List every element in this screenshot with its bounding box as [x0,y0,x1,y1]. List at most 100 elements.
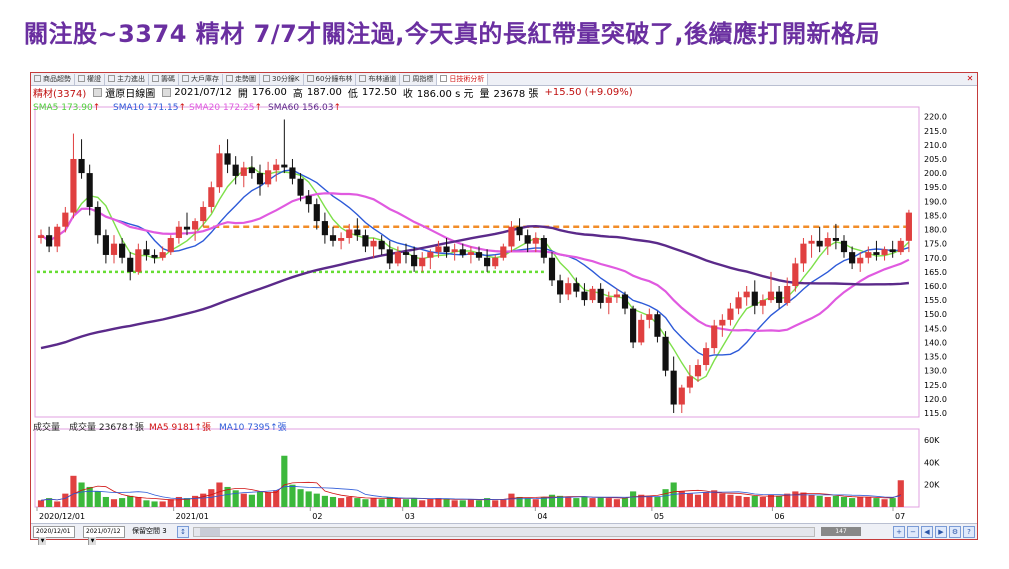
chart-mode-icon[interactable] [93,88,103,97]
volume-bar [451,500,458,507]
candle-body [467,252,474,255]
tab-6[interactable]: 30分鐘K [260,73,304,85]
volume-bar [127,495,134,507]
volume-bar [143,500,150,507]
open-label: 開 [237,89,248,100]
candle-body [102,235,109,255]
candle-body [694,365,702,377]
volume-value: 23678 張 [493,89,539,100]
volume-bar [362,499,369,507]
volume-label-0: 成交量 [33,423,61,433]
candle-body [281,164,288,168]
tab-label: 商品超勢 [43,74,71,83]
volume-tick-label: 40K [924,458,940,467]
bar-count: 147 [821,527,861,536]
candle-body [256,173,264,185]
open-value: 176.00 [251,87,287,98]
from-date-select[interactable]: 2020/12/01▼ [33,526,75,545]
tab-5[interactable]: 走勢圖 [223,73,260,85]
volume-bar [265,492,272,507]
volume-bar [873,498,880,507]
volume-bar [670,482,677,507]
zoom-out-icon[interactable]: − [907,526,919,538]
keep-space-stepper-icon[interactable]: ↕ [177,526,189,538]
candle-body [143,249,150,255]
candle-body [362,235,369,247]
volume-bar [167,499,174,507]
volume-bar [776,495,783,507]
volume-bar [94,491,101,507]
candle-body [419,257,426,267]
candle-body [630,308,637,343]
candle-body [776,291,783,303]
price-tick-label: 210.0 [924,141,947,150]
volume-bar [694,494,702,507]
close-value: 186.00 s 元 [416,89,474,100]
candle-body [427,252,434,258]
to-date-select[interactable]: 2021/07/12▼ [83,526,125,545]
volume-bar [548,494,556,507]
candle-body [808,240,815,244]
tab-2[interactable]: 主力進出 [105,73,149,85]
volume-bar [703,492,710,507]
tab-4[interactable]: 大戶庫存 [179,73,223,85]
price-tick-label: 165.0 [924,268,947,277]
candle-body [589,288,596,301]
candle-body [338,238,345,241]
candle-body [670,370,677,405]
sma10-line [40,169,910,358]
scrollbar-thumb[interactable] [200,528,220,536]
close-icon[interactable]: ✕ [966,74,974,83]
volume-bar [338,498,345,507]
candle-body [354,229,361,236]
high-value: 187.00 [306,87,342,98]
volume-bar [313,493,320,507]
help-icon[interactable]: ? [963,526,975,538]
candle-body [386,249,393,264]
tab-icon [182,75,189,82]
keep-space[interactable]: 保留空間 3 [132,527,167,535]
zoom-in-icon[interactable]: + [893,526,905,538]
volume-bar [273,490,280,507]
volume-bar [467,499,474,507]
price-tick-label: 205.0 [924,155,947,164]
tab-3[interactable]: 籌碼 [149,73,179,85]
candle-body [297,178,304,196]
tab-bar: 商品超勢 權證 主力進出 籌碼 大戶庫存 走勢圖 30分鐘K 60分鐘布林 布林通道 周指標 日技術… [31,73,977,86]
volume-bar [621,498,629,507]
volume-tick-label: 60K [924,436,940,445]
tab-9[interactable]: 周指標 [400,73,438,85]
tab-1[interactable]: 權證 [75,73,105,85]
price-tick-label: 170.0 [924,254,947,263]
candle-body [232,164,239,176]
time-scrollbar[interactable] [193,527,815,537]
stock-name[interactable]: 精材(3374) [33,89,87,100]
pan-left-icon[interactable]: ◀ [921,526,933,538]
pan-right-icon[interactable]: ▶ [935,526,947,538]
price-tick-label: 180.0 [924,226,947,235]
volume-bar [411,498,418,507]
candlestick-chart[interactable]: 220.0 215.0 210.0 205.0 200.0 195.0 190.0 185.0… [31,73,977,523]
volume-bar [135,496,142,507]
tab-icon [306,75,314,82]
candle-body [524,235,531,244]
tab-10[interactable]: 日技術分析 [437,73,489,85]
volume-bar [281,455,288,507]
volume-bar [711,490,718,507]
tab-8[interactable]: 布林通道 [356,73,401,85]
volume-bar [597,496,604,507]
volume-bar [419,500,426,507]
candle-body [678,387,685,405]
price-tick-label: 150.0 [924,310,947,319]
candle-body [508,226,515,247]
settings-icon[interactable]: ⚙ [949,526,961,538]
volume-bar [248,494,255,507]
chart-mode[interactable]: 還原日線圖 [105,89,156,100]
price-tick-label: 135.0 [924,353,947,362]
tab-0[interactable]: 商品超勢 [31,73,75,85]
sma5-line [40,166,910,382]
tab-7[interactable]: 60分鐘布林 [304,73,357,85]
candle-body [346,229,353,239]
volume-bar [719,493,726,507]
volume-bar [524,498,531,507]
